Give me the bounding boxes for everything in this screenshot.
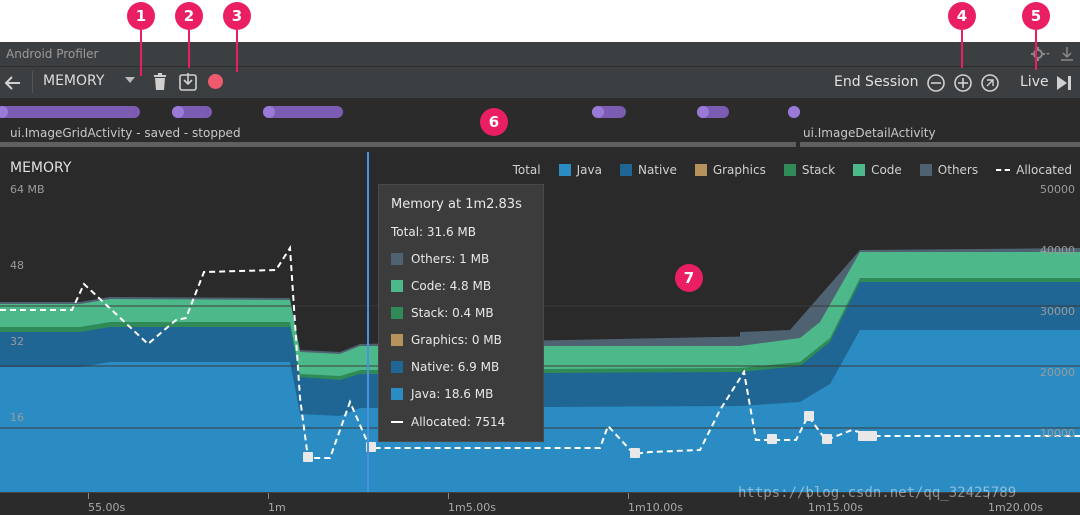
event-pill[interactable] xyxy=(172,106,212,118)
time-label: 1m5.00s xyxy=(448,501,496,514)
time-label: 1m xyxy=(268,501,286,514)
annotation-line-4 xyxy=(961,30,963,68)
tooltip-row: Allocated: 7514 xyxy=(391,415,505,429)
zoom-out-icon[interactable] xyxy=(926,73,946,93)
jump-to-live-icon[interactable] xyxy=(1056,75,1072,91)
annotation-line-3 xyxy=(236,30,238,72)
activity-label: ui.ImageGridActivity - saved - stopped xyxy=(10,126,241,140)
time-label: 55.00s xyxy=(88,501,126,514)
memory-tooltip: Memory at 1m2.83s Total: 31.6 MB Others:… xyxy=(378,184,544,442)
annotation-badge-1: 1 xyxy=(127,2,155,30)
right-axis-label: 20000 xyxy=(1040,366,1075,379)
heap-dump-icon[interactable] xyxy=(179,72,197,92)
profiler-dropdown-value: MEMORY xyxy=(43,73,105,89)
window-title: Android Profiler xyxy=(6,47,99,61)
settings-icon[interactable] xyxy=(1030,46,1050,62)
right-axis-label: 40000 xyxy=(1040,244,1075,257)
legend-item: Total xyxy=(512,163,541,177)
memory-title: MEMORY xyxy=(10,160,72,176)
tooltip-row: Native: 6.9 MB xyxy=(391,360,499,374)
end-session-button[interactable]: End Session xyxy=(834,74,919,90)
time-label: 1m15.00s xyxy=(808,501,863,514)
event-timeline: ui.ImageGridActivity - saved - stopped u… xyxy=(0,98,1080,150)
hide-panel-icon[interactable] xyxy=(1060,46,1074,62)
profiler-dropdown[interactable]: MEMORY xyxy=(32,71,143,93)
tooltip-row: Stack: 0.4 MB xyxy=(391,306,494,320)
event-pill[interactable] xyxy=(592,106,626,118)
toolbar: MEMORY End Session xyxy=(0,66,1080,100)
event-pill[interactable] xyxy=(788,106,800,118)
annotation-badge-5: 5 xyxy=(1022,2,1050,30)
tooltip-title: Memory at 1m2.83s xyxy=(391,197,522,212)
annotation-badge-2: 2 xyxy=(175,2,203,30)
legend-item: Code xyxy=(847,163,902,177)
memory-legend: Total Java Native Graphics Stack Code Ot… xyxy=(501,163,1072,177)
gc-trash-markers xyxy=(303,411,877,462)
legend-item: Native xyxy=(614,163,677,177)
time-label: 1m10.00s xyxy=(628,501,683,514)
legend-item: Allocated xyxy=(990,163,1072,177)
right-axis-label: 30000 xyxy=(1040,305,1075,318)
legend-item: Java xyxy=(553,163,602,177)
left-axis-label: 64 MB xyxy=(10,183,45,196)
tooltip-row: Graphics: 0 MB xyxy=(391,333,502,347)
event-pill[interactable] xyxy=(697,106,729,118)
annotation-strip xyxy=(0,0,1080,42)
back-arrow-icon[interactable] xyxy=(4,74,22,92)
activity-bar[interactable] xyxy=(800,142,1080,147)
annotation-line-1 xyxy=(140,30,142,76)
watermark: https://blog.csdn.net/qq_32425789 xyxy=(738,485,1017,501)
left-axis-label: 32 xyxy=(10,335,24,348)
left-axis-label: 16 xyxy=(10,411,24,424)
right-axis-label: 50000 xyxy=(1040,183,1075,196)
legend-item: Stack xyxy=(778,163,835,177)
tooltip-total: Total: 31.6 MB xyxy=(391,225,477,239)
annotation-badge-4: 4 xyxy=(948,2,976,30)
legend-item: Others xyxy=(914,163,978,177)
time-label: 1m20.00s xyxy=(988,501,1043,514)
allocated-line xyxy=(0,244,1080,459)
annotation-badge-3: 3 xyxy=(223,2,251,30)
android-profiler-window: Android Profiler MEMORY xyxy=(0,42,1080,515)
legend-item: Graphics xyxy=(689,163,766,177)
annotation-line-2 xyxy=(188,30,190,68)
event-pill[interactable] xyxy=(263,106,343,118)
title-bar: Android Profiler xyxy=(0,42,1080,66)
activity-bar[interactable] xyxy=(0,142,796,147)
chevron-down-icon xyxy=(125,77,135,83)
live-label[interactable]: Live xyxy=(1020,74,1049,90)
record-allocations-button[interactable] xyxy=(208,74,223,89)
tooltip-row: Code: 4.8 MB xyxy=(391,279,491,293)
time-axis: 55.00s 1m 1m5.00s 1m10.00s 1m15.00s 1m20… xyxy=(0,492,1080,515)
annotation-line-5 xyxy=(1035,30,1037,70)
zoom-controls xyxy=(918,69,1006,95)
tooltip-row: Java: 18.6 MB xyxy=(391,387,493,401)
left-axis-label: 48 xyxy=(10,259,24,272)
annotation-badge-6: 6 xyxy=(480,108,508,136)
reset-zoom-icon[interactable] xyxy=(980,73,1000,93)
right-axis-label: 10000 xyxy=(1040,427,1075,440)
force-gc-trash-icon[interactable] xyxy=(152,73,168,91)
annotation-badge-7: 7 xyxy=(675,264,703,292)
event-pill[interactable] xyxy=(0,106,140,118)
activity-label: ui.ImageDetailActivity xyxy=(803,126,936,140)
zoom-in-icon[interactable] xyxy=(953,73,973,93)
tooltip-row: Others: 1 MB xyxy=(391,252,489,266)
